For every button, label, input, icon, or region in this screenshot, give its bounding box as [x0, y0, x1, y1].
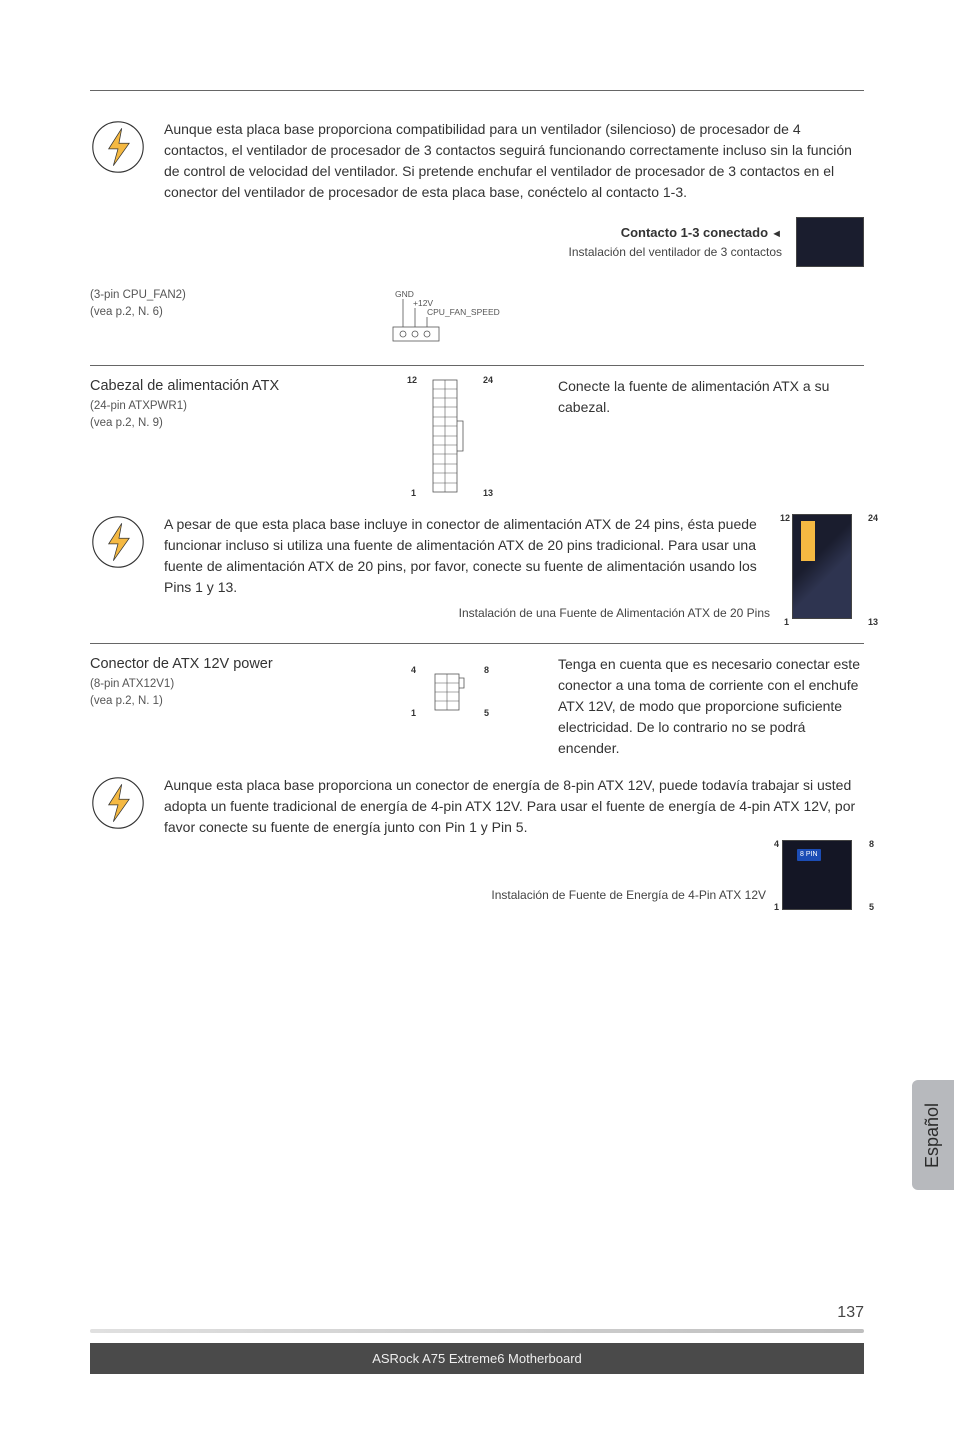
atx12v-desc: Tenga en cuenta que es necesario conecta… — [558, 654, 864, 759]
atx12v-4pin-photo: 8 PIN — [782, 840, 852, 910]
atx12v-sub2: (vea p.2, N. 1) — [90, 693, 340, 710]
fan-photo — [796, 217, 864, 267]
cpu-fan2-ref: (vea p.2, N. 6) — [90, 304, 340, 321]
note-atx-text: A pesar de que esta placa base incluye i… — [164, 514, 776, 598]
fan-connect-bold: Contacto 1-3 conectado — [569, 223, 782, 243]
rule-2 — [90, 643, 864, 644]
atx-20pin-photo — [792, 514, 852, 619]
page-number: 137 — [90, 1301, 864, 1325]
lightning-icon — [90, 775, 146, 831]
language-tab: Español — [912, 1080, 954, 1190]
atx12v-diagram: 4 8 1 5 — [364, 654, 534, 720]
page-footer: 137 ASRock A75 Extreme6 Motherboard — [90, 1301, 864, 1375]
note-12v-caption: Instalación de Fuente de Energía de 4-Pi… — [491, 886, 766, 910]
fan-connect-sub: Instalación del ventilador de 3 contacto… — [569, 243, 782, 261]
atx12v-sub1: (8-pin ATX12V1) — [90, 676, 340, 693]
note-atx-block: A pesar de que esta placa base incluye i… — [90, 514, 864, 625]
lightning-icon — [90, 119, 146, 175]
fan-caption-row: Contacto 1-3 conectado Instalación del v… — [90, 217, 864, 267]
atx-header-desc: Conecte la fuente de alimentación ATX a … — [558, 376, 864, 418]
cpu-fan2-diagram: GND +12V CPU_FAN_SPEED — [364, 287, 534, 347]
atx12v-title: Conector de ATX 12V power — [90, 654, 340, 676]
atx12v-row: Conector de ATX 12V power (8-pin ATX12V1… — [90, 654, 864, 759]
svg-text:GND: GND — [395, 289, 414, 299]
cpu-fan2-row: (3-pin CPU_FAN2) (vea p.2, N. 6) GND +12… — [90, 287, 864, 347]
atx-header-title: Cabezal de alimentación ATX — [90, 376, 340, 398]
svg-text:CPU_FAN_SPEED: CPU_FAN_SPEED — [427, 307, 500, 317]
language-tab-label: Español — [920, 1102, 947, 1167]
note-fan-block: Aunque esta placa base proporciona compa… — [90, 119, 864, 203]
rule-1 — [90, 365, 864, 366]
atx-header-sub2: (vea p.2, N. 9) — [90, 415, 340, 432]
top-rule — [90, 90, 864, 91]
atx-header-sub1: (24-pin ATXPWR1) — [90, 398, 340, 415]
photo-badge: 8 PIN — [797, 849, 821, 861]
atx-header-row: Cabezal de alimentación ATX (24-pin ATXP… — [90, 376, 864, 496]
atx-24pin-diagram: 12 24 1 13 — [364, 376, 534, 496]
note-atx-caption: Instalación de una Fuente de Alimentació… — [164, 604, 776, 622]
note-12v-text: Aunque esta placa base proporciona un co… — [164, 775, 864, 838]
lightning-icon — [90, 514, 146, 570]
footer-bar — [90, 1329, 864, 1333]
cpu-fan2-title: (3-pin CPU_FAN2) — [90, 287, 340, 304]
note-12v-block: Aunque esta placa base proporciona un co… — [90, 775, 864, 910]
product-name: ASRock A75 Extreme6 Motherboard — [90, 1343, 864, 1375]
note-fan-text: Aunque esta placa base proporciona compa… — [164, 119, 864, 203]
